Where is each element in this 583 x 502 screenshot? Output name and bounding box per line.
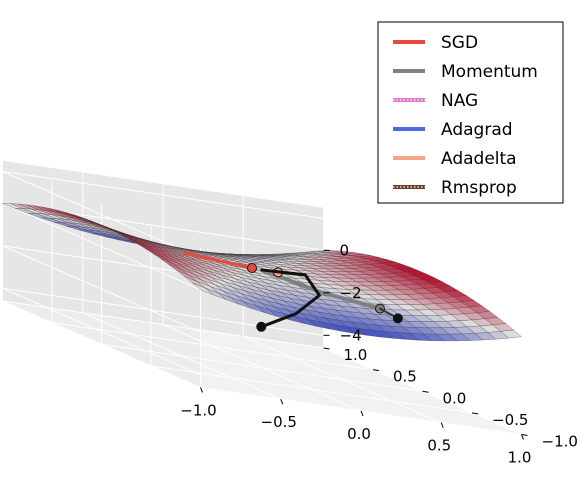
x-tick-label: −0.5 (261, 413, 297, 431)
floor-gridline (51, 322, 374, 371)
legend-label: Adadelta (441, 149, 517, 169)
y-tick-label: 1.0 (344, 346, 368, 364)
floor-gridline (101, 343, 423, 392)
legend-label: NAG (441, 91, 478, 111)
marker-sgd (247, 263, 257, 273)
x-tick-mark (280, 399, 284, 405)
x-tick-label: 1.0 (508, 448, 532, 466)
surface-facet (500, 329, 522, 339)
left-gridline (2, 170, 201, 259)
left-gridline (2, 202, 201, 291)
legend-item-rmsprop: Rmsprop (393, 178, 517, 198)
floor-gridline (243, 335, 442, 424)
legend-item-sgd: SGD (393, 33, 478, 53)
y-tick-mark (372, 369, 380, 372)
legend-label: SGD (441, 33, 478, 53)
legend-box (377, 21, 564, 204)
marker-rmsprop (256, 321, 267, 332)
legend-item-adadelta: Adadelta (393, 149, 517, 169)
y-tick-label: −1.0 (542, 432, 578, 450)
axis-ticks: −1.0 −0.5 0.0 0.5 1.0 −1.0 −0.5 0.0 0.5 1.0 −4 −2 0 (180, 241, 578, 466)
left-gridline (2, 245, 201, 333)
legend-label: Momentum (441, 62, 538, 82)
x-tick-label: −1.0 (180, 401, 216, 419)
legend-item-adagrad: Adagrad (393, 120, 513, 140)
z-tick-label: 0 (340, 241, 350, 259)
legend: SGD Momentum NAG Adagrad Adadelta Rmsprop (377, 21, 564, 204)
x-tick-label: 0.5 (427, 437, 451, 455)
legend-label: Rmsprop (441, 178, 517, 198)
z-tick-label: −2 (340, 284, 362, 302)
y-tick-label: −0.5 (492, 411, 528, 429)
x-tick-mark (521, 434, 524, 440)
legend-item-momentum: Momentum (393, 62, 538, 82)
y-tick-mark (422, 390, 429, 393)
y-tick-mark (521, 433, 528, 436)
z-tick-label: −4 (340, 326, 362, 344)
x-tick-mark (360, 410, 364, 417)
optimizer-trajectories (183, 251, 403, 332)
y-tick-label: 0.5 (393, 368, 417, 386)
x-tick-mark (440, 422, 444, 428)
back-gridline (2, 170, 324, 219)
marker-nag (392, 313, 403, 324)
back-gridline (2, 287, 324, 336)
floor-gridline (2, 300, 324, 349)
x-tick-label: 0.0 (347, 425, 371, 443)
y-tick-label: 0.0 (443, 389, 467, 407)
trajectory-sgd (183, 251, 254, 270)
legend-label: Adagrad (441, 120, 513, 140)
y-tick-mark (471, 412, 479, 415)
x-tick-mark (200, 387, 203, 393)
left-gridline (2, 287, 201, 376)
legend-item-nag: NAG (393, 91, 478, 111)
trajectory-momentum (260, 268, 382, 311)
y-tick-mark (323, 347, 330, 350)
trajectory-rmsprop (259, 268, 321, 329)
